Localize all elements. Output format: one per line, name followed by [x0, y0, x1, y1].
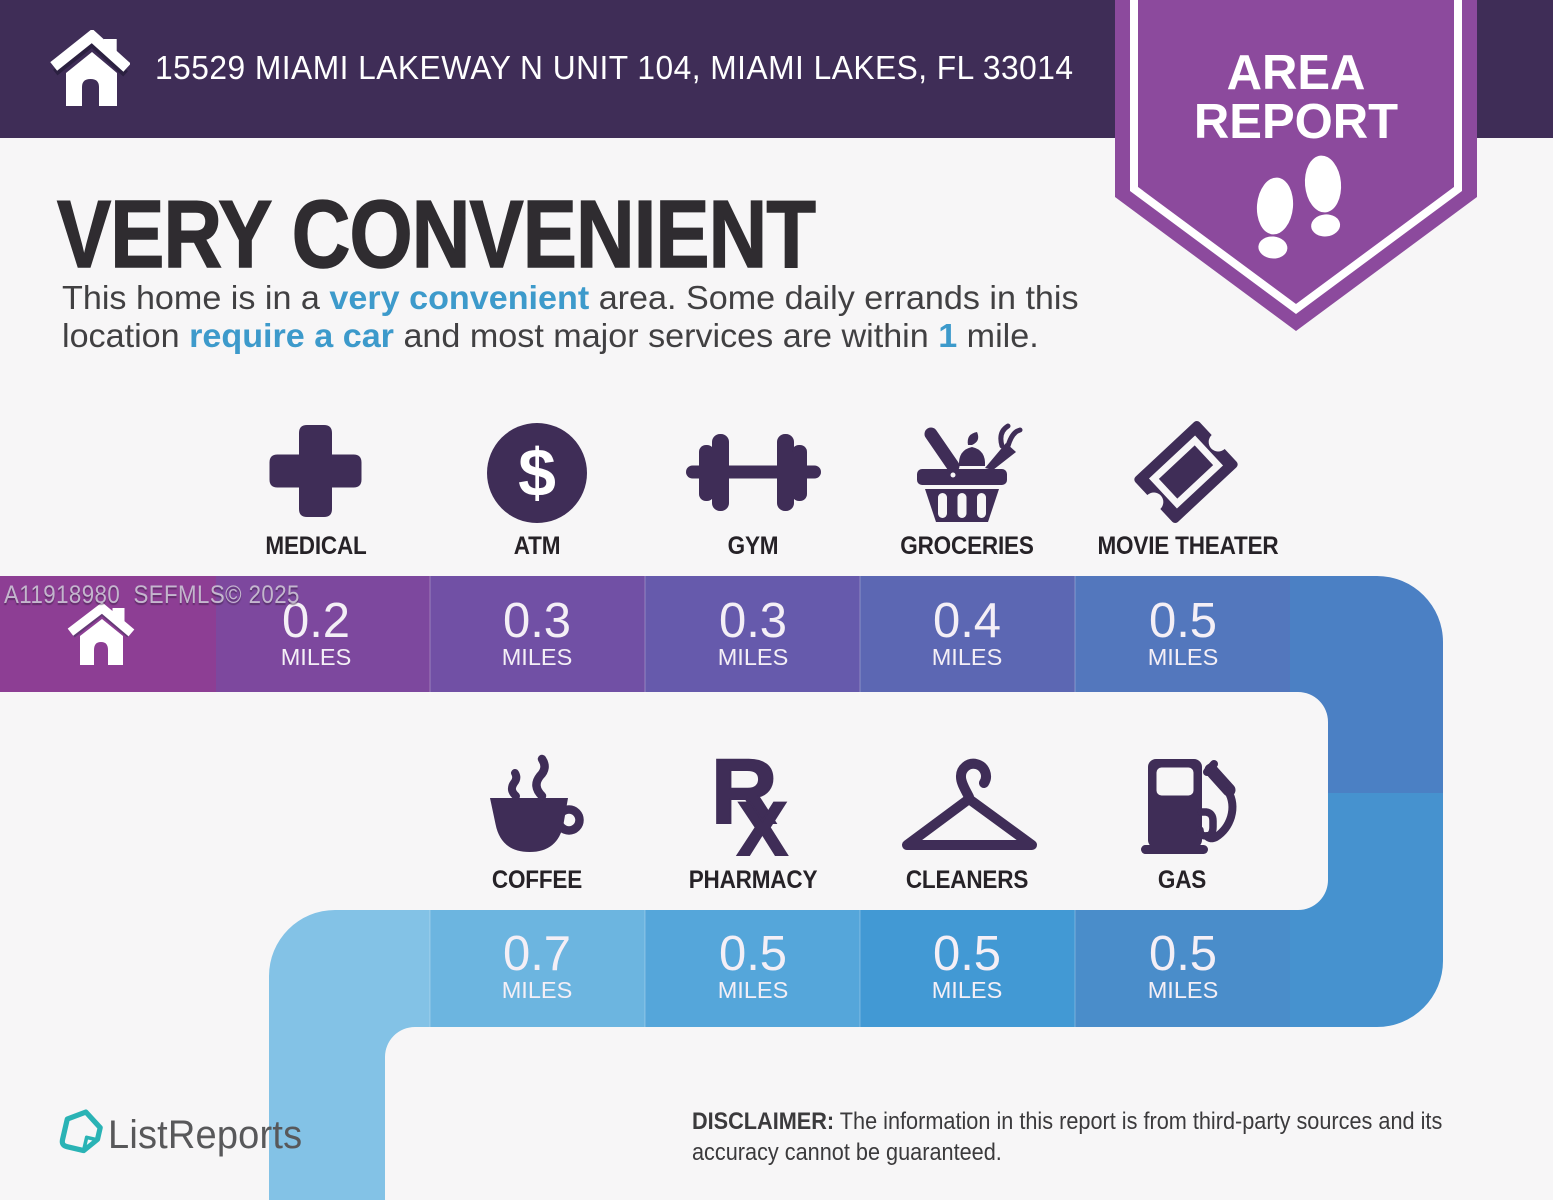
svg-text:REPORT: REPORT — [1194, 95, 1398, 149]
svg-text:$: $ — [518, 435, 556, 511]
svg-text:AREA: AREA — [1227, 46, 1366, 100]
